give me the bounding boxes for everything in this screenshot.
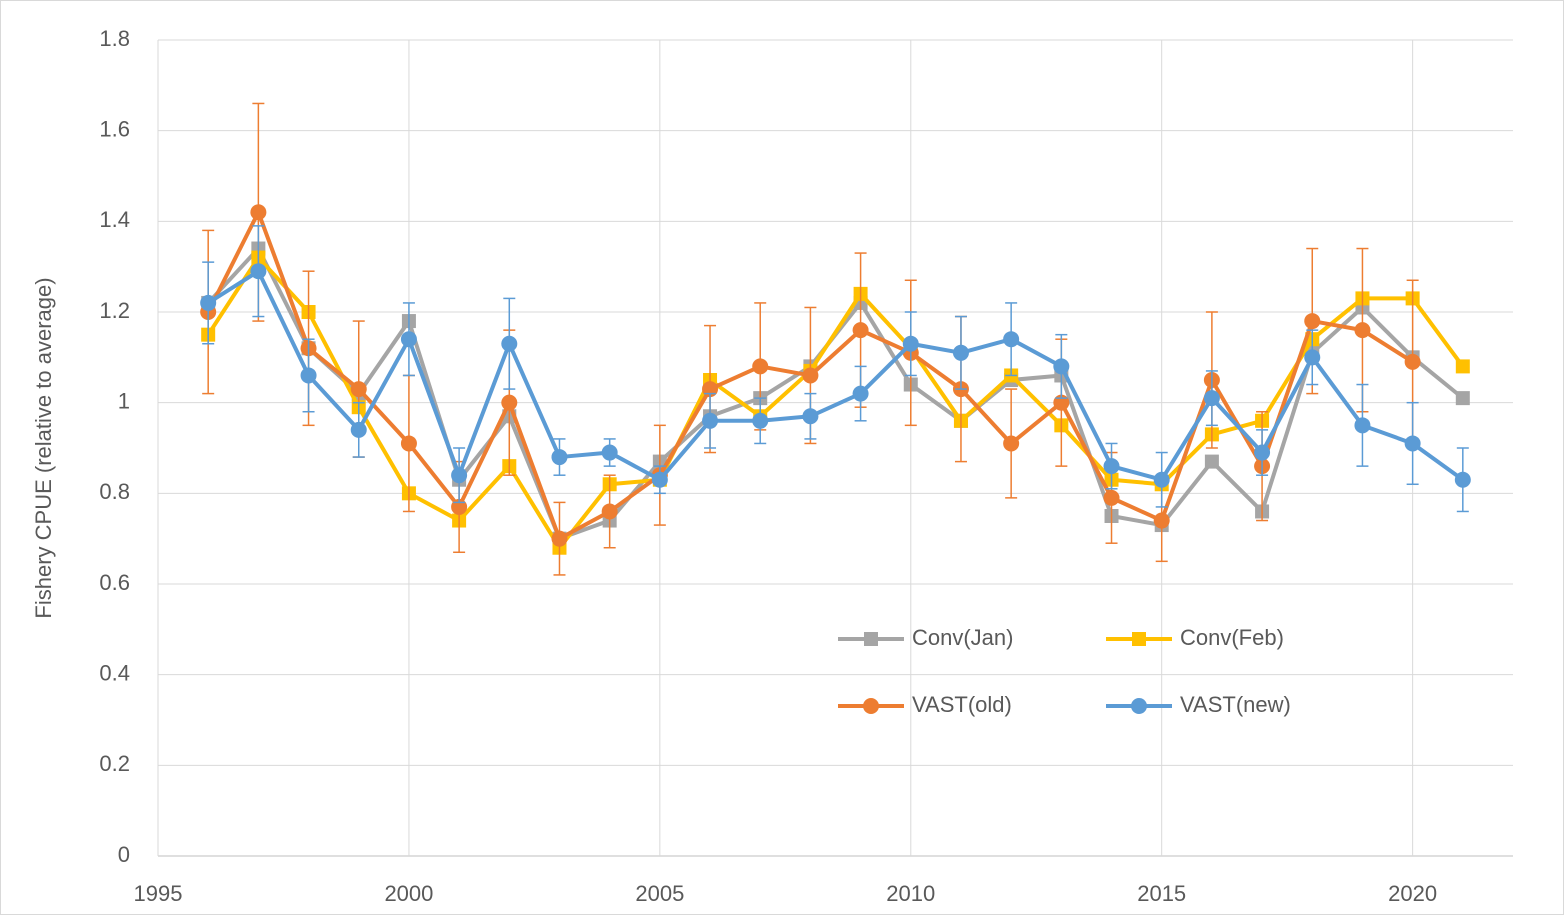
marker bbox=[1053, 358, 1070, 375]
marker bbox=[250, 263, 267, 280]
marker bbox=[952, 344, 969, 361]
marker bbox=[802, 408, 819, 425]
legend-item: Conv(Jan) bbox=[838, 625, 1013, 650]
legend-label: VAST(old) bbox=[912, 692, 1012, 717]
marker bbox=[864, 632, 878, 646]
x-tick-label: 2000 bbox=[384, 881, 433, 906]
marker bbox=[1203, 390, 1220, 407]
y-tick-label: 0.8 bbox=[99, 479, 130, 504]
marker bbox=[400, 331, 417, 348]
marker bbox=[1132, 632, 1146, 646]
marker bbox=[1003, 331, 1020, 348]
legend-item: Conv(Feb) bbox=[1106, 625, 1284, 650]
series-line bbox=[206, 255, 1465, 550]
marker bbox=[1103, 489, 1120, 506]
y-tick-label: 1.2 bbox=[99, 298, 130, 323]
marker bbox=[1454, 471, 1471, 488]
marker bbox=[1455, 391, 1470, 406]
x-tick-label: 2015 bbox=[1137, 881, 1186, 906]
x-tick-label: 2010 bbox=[886, 881, 935, 906]
series bbox=[200, 225, 1471, 513]
marker bbox=[601, 444, 618, 461]
y-tick-label: 0.2 bbox=[99, 751, 130, 776]
y-axis-label: Fishery CPUE (relative to average) bbox=[31, 277, 56, 618]
marker bbox=[1304, 313, 1321, 330]
marker bbox=[551, 449, 568, 466]
marker bbox=[852, 385, 869, 402]
y-tick-label: 0 bbox=[118, 842, 130, 867]
y-tick-label: 0.6 bbox=[99, 570, 130, 595]
y-tick-label: 1.4 bbox=[99, 207, 130, 232]
marker bbox=[651, 471, 668, 488]
y-tick-label: 0.4 bbox=[99, 660, 130, 685]
marker bbox=[902, 335, 919, 352]
y-tick-label: 1.8 bbox=[99, 26, 130, 51]
marker bbox=[1003, 435, 1020, 452]
marker bbox=[1131, 698, 1147, 714]
marker bbox=[551, 530, 568, 547]
marker bbox=[702, 412, 719, 429]
marker bbox=[350, 421, 367, 438]
marker bbox=[1404, 435, 1421, 452]
x-tick-label: 2020 bbox=[1388, 881, 1437, 906]
marker bbox=[1153, 512, 1170, 529]
marker bbox=[1304, 349, 1321, 366]
marker bbox=[400, 435, 417, 452]
marker bbox=[1354, 417, 1371, 434]
marker bbox=[1153, 471, 1170, 488]
legend-item: VAST(old) bbox=[838, 692, 1012, 717]
marker bbox=[300, 367, 317, 384]
x-tick-label: 1995 bbox=[134, 881, 183, 906]
marker bbox=[601, 503, 618, 520]
marker bbox=[852, 322, 869, 339]
legend-label: Conv(Jan) bbox=[912, 625, 1013, 650]
marker bbox=[752, 358, 769, 375]
legend-label: Conv(Feb) bbox=[1180, 625, 1284, 650]
marker bbox=[451, 467, 468, 484]
legend-item: VAST(new) bbox=[1106, 692, 1291, 717]
marker bbox=[1204, 454, 1219, 469]
marker bbox=[1404, 353, 1421, 370]
marker bbox=[501, 335, 518, 352]
marker bbox=[1354, 322, 1371, 339]
marker bbox=[752, 412, 769, 429]
y-tick-label: 1 bbox=[118, 388, 130, 413]
marker bbox=[863, 698, 879, 714]
marker bbox=[802, 367, 819, 384]
marker bbox=[250, 204, 267, 221]
y-tick-label: 1.6 bbox=[99, 116, 130, 141]
marker bbox=[1254, 444, 1271, 461]
legend-label: VAST(new) bbox=[1180, 692, 1291, 717]
marker bbox=[200, 294, 217, 311]
marker bbox=[1455, 359, 1470, 374]
x-tick-label: 2005 bbox=[635, 881, 684, 906]
series-line bbox=[207, 269, 1464, 482]
marker bbox=[350, 381, 367, 398]
marker bbox=[501, 394, 518, 411]
marker bbox=[1103, 458, 1120, 475]
